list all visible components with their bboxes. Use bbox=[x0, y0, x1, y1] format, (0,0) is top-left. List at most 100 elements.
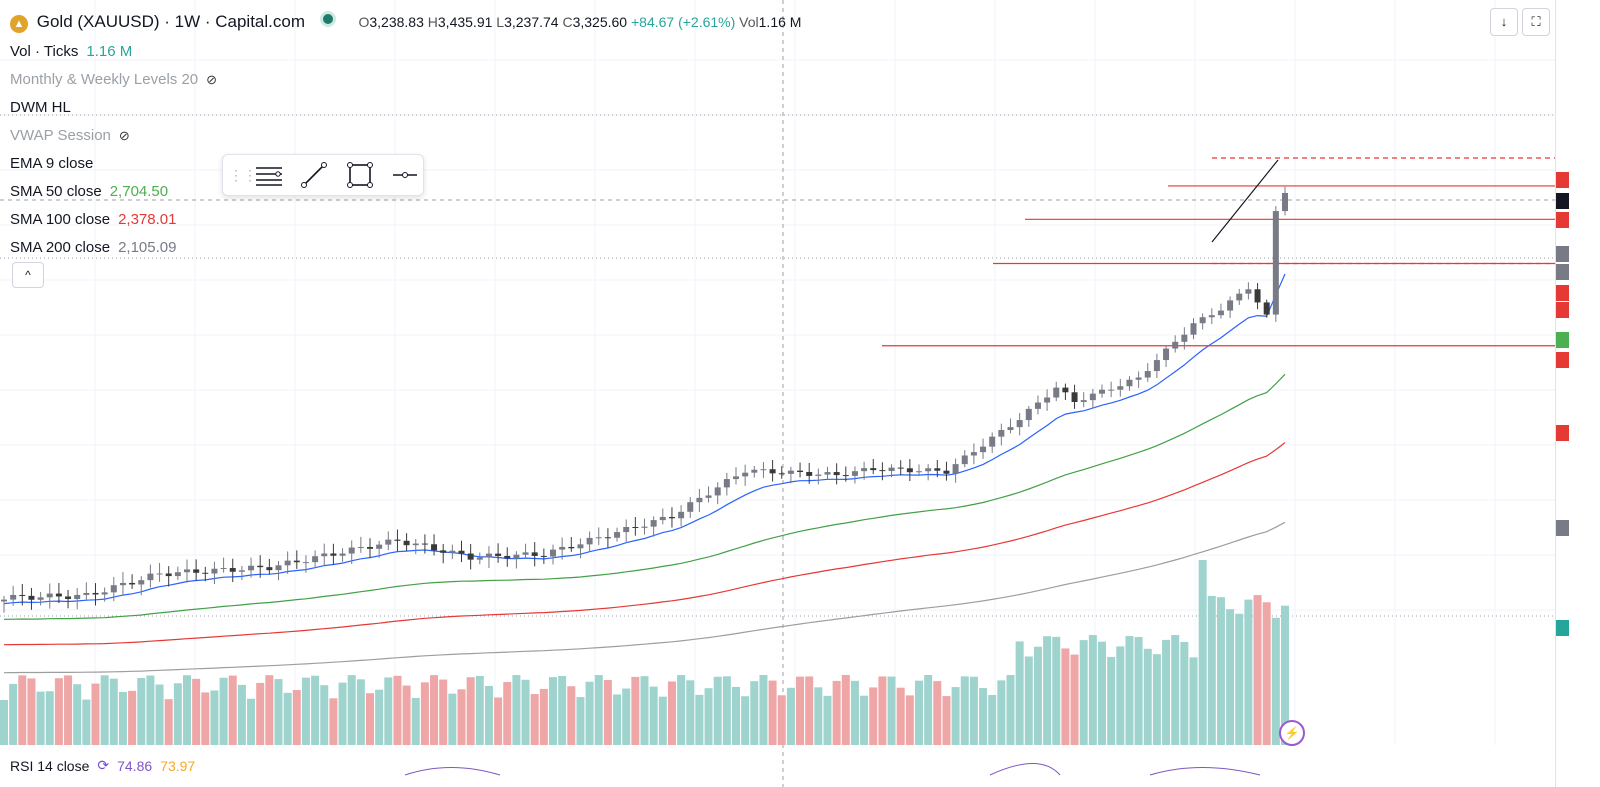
rsi-value-2: 73.97 bbox=[160, 757, 196, 774]
indicator-row[interactable]: SMA 100 close 2,378.01 bbox=[10, 206, 801, 234]
candle-body bbox=[476, 557, 483, 560]
gold-coin-icon: ▲ bbox=[10, 15, 28, 33]
axis-tag bbox=[1556, 212, 1569, 228]
drag-handle-icon[interactable]: ⋮⋮ bbox=[229, 166, 257, 183]
candle-body bbox=[10, 594, 17, 600]
candle-body bbox=[1062, 387, 1069, 393]
candle-body bbox=[806, 471, 813, 476]
rectangle-icon[interactable] bbox=[342, 158, 378, 192]
hidden-eye-icon[interactable]: ⊘ bbox=[206, 72, 218, 87]
indicator-row[interactable]: SMA 200 close 2,105.09 bbox=[10, 234, 801, 262]
candle-body bbox=[1144, 371, 1151, 378]
symbol-title[interactable]: Gold (XAUUSD) · 1W · Capital.com bbox=[36, 12, 306, 31]
horizontal-lines-icon[interactable] bbox=[251, 158, 287, 192]
candle-body bbox=[1172, 341, 1179, 349]
candle-body bbox=[46, 593, 53, 598]
volume-bar bbox=[1116, 646, 1125, 745]
hidden-eye-icon[interactable]: ⊘ bbox=[118, 128, 130, 143]
candle-body bbox=[495, 553, 502, 556]
indicator-row[interactable]: VWAP Session ⊘ bbox=[10, 122, 801, 150]
sma-100-line bbox=[3, 442, 1286, 646]
price-chart[interactable] bbox=[0, 0, 1555, 787]
sma-200-line bbox=[3, 521, 1286, 674]
candle-body bbox=[138, 580, 145, 585]
candle-body bbox=[1245, 289, 1252, 294]
volume-bar bbox=[1216, 597, 1225, 745]
candle-body bbox=[1117, 386, 1124, 390]
indicator-row[interactable]: Vol · Ticks 1.16 M bbox=[10, 38, 801, 66]
candle-body bbox=[1227, 300, 1234, 311]
candle-body bbox=[257, 565, 264, 568]
candle-body bbox=[110, 585, 117, 593]
volume-bar bbox=[1052, 636, 1061, 745]
volume-bar bbox=[539, 688, 548, 745]
candle-body bbox=[916, 471, 922, 473]
axis-tag bbox=[1556, 620, 1569, 636]
candle-body bbox=[522, 552, 529, 555]
volume-bar bbox=[192, 678, 201, 745]
volume-bar bbox=[850, 680, 859, 745]
volume-bar bbox=[45, 691, 54, 745]
volume-bar bbox=[1162, 639, 1171, 745]
volume-bar bbox=[585, 681, 594, 745]
volume-bar bbox=[732, 686, 740, 745]
volume-bar bbox=[1171, 635, 1180, 745]
candle-body bbox=[1254, 289, 1261, 303]
volume-bar bbox=[613, 694, 622, 745]
candle-body bbox=[467, 553, 474, 560]
volume-bar bbox=[869, 687, 878, 745]
volume-bar bbox=[558, 676, 567, 745]
volume-bar bbox=[576, 697, 585, 745]
horizontal-ray-icon[interactable] bbox=[388, 158, 424, 192]
candle-body bbox=[202, 572, 209, 574]
candle-body bbox=[1272, 211, 1279, 315]
volume-bar bbox=[1088, 635, 1097, 745]
volume-bar bbox=[356, 679, 365, 745]
trend-line-icon[interactable] bbox=[297, 158, 333, 192]
volume-bar bbox=[567, 686, 576, 745]
rsi-line bbox=[404, 763, 1261, 776]
indicator-row[interactable]: Monthly & Weekly Levels 20 ⊘ bbox=[10, 66, 801, 94]
drawing-toolbar[interactable]: ⋮⋮ bbox=[222, 154, 424, 196]
lightning-icon[interactable]: ⚡ bbox=[1279, 720, 1305, 746]
symbol-header: ▲ Gold (XAUUSD) · 1W · Capital.com O3,23… bbox=[10, 10, 801, 34]
candle-body bbox=[147, 573, 154, 581]
indicator-name: SMA 200 close bbox=[10, 239, 111, 256]
download-icon[interactable]: ↓ bbox=[1490, 8, 1518, 36]
ema-9-line bbox=[3, 273, 1286, 605]
indicator-name: VWAP Session bbox=[10, 127, 111, 144]
indicator-row[interactable]: DWM HL bbox=[10, 94, 801, 122]
price-axis[interactable] bbox=[1555, 0, 1600, 787]
candle-body bbox=[1025, 408, 1032, 421]
volume-bar bbox=[393, 675, 402, 745]
candle-body bbox=[842, 475, 849, 477]
indicator-row[interactable]: EMA 9 close bbox=[10, 150, 801, 178]
fullscreen-icon[interactable]: ⛶ bbox=[1522, 8, 1550, 36]
candle-body bbox=[312, 556, 319, 563]
volume-bar bbox=[173, 683, 182, 745]
indicator-value: 2,704.50 bbox=[109, 183, 169, 200]
candle-body bbox=[1053, 387, 1060, 398]
candle-body bbox=[550, 549, 556, 557]
candle-body bbox=[266, 567, 273, 571]
indicator-name: Vol · Ticks bbox=[10, 43, 79, 60]
candle-body bbox=[897, 467, 904, 469]
candle-body bbox=[531, 552, 538, 556]
candle-body bbox=[165, 573, 172, 577]
indicator-name: Monthly & Weekly Levels 20 bbox=[10, 71, 199, 88]
collapse-legend-button[interactable]: ^ bbox=[12, 262, 44, 288]
candle-body bbox=[723, 479, 730, 488]
volume-bar bbox=[237, 684, 246, 745]
refresh-icon[interactable]: ⟳ bbox=[97, 757, 110, 773]
candle-body bbox=[229, 568, 236, 572]
volume-bar bbox=[247, 698, 256, 745]
rsi-label[interactable]: RSI 14 close bbox=[10, 757, 90, 774]
indicator-row[interactable]: SMA 50 close 2,704.50 bbox=[10, 178, 801, 206]
volume-bar bbox=[722, 676, 731, 745]
volume-bar bbox=[1152, 654, 1161, 745]
volume-bar bbox=[402, 685, 411, 745]
volume-bar bbox=[549, 677, 557, 745]
volume-bar bbox=[713, 676, 722, 745]
axis-tag bbox=[1556, 352, 1569, 368]
